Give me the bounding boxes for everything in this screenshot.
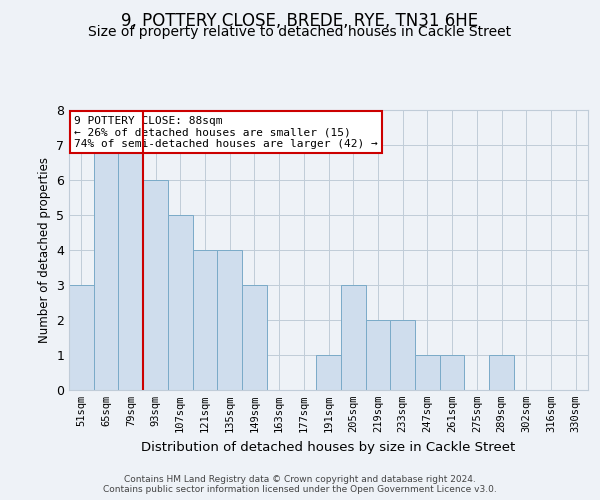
Bar xyxy=(94,145,118,390)
Bar xyxy=(415,355,440,390)
Text: 9 POTTERY CLOSE: 88sqm
← 26% of detached houses are smaller (15)
74% of semi-det: 9 POTTERY CLOSE: 88sqm ← 26% of detached… xyxy=(74,116,378,149)
Y-axis label: Number of detached properties: Number of detached properties xyxy=(38,157,50,343)
Bar xyxy=(143,180,168,390)
Bar xyxy=(217,250,242,390)
Bar xyxy=(365,320,390,390)
Bar xyxy=(390,320,415,390)
Text: Size of property relative to detached houses in Cackle Street: Size of property relative to detached ho… xyxy=(88,25,512,39)
Bar xyxy=(193,250,217,390)
Text: 9, POTTERY CLOSE, BREDE, RYE, TN31 6HE: 9, POTTERY CLOSE, BREDE, RYE, TN31 6HE xyxy=(121,12,479,30)
X-axis label: Distribution of detached houses by size in Cackle Street: Distribution of detached houses by size … xyxy=(142,440,515,454)
Bar xyxy=(242,285,267,390)
Bar xyxy=(69,285,94,390)
Bar xyxy=(118,145,143,390)
Bar xyxy=(168,215,193,390)
Bar xyxy=(489,355,514,390)
Text: Contains HM Land Registry data © Crown copyright and database right 2024.
Contai: Contains HM Land Registry data © Crown c… xyxy=(103,474,497,494)
Bar xyxy=(440,355,464,390)
Bar xyxy=(341,285,365,390)
Bar xyxy=(316,355,341,390)
